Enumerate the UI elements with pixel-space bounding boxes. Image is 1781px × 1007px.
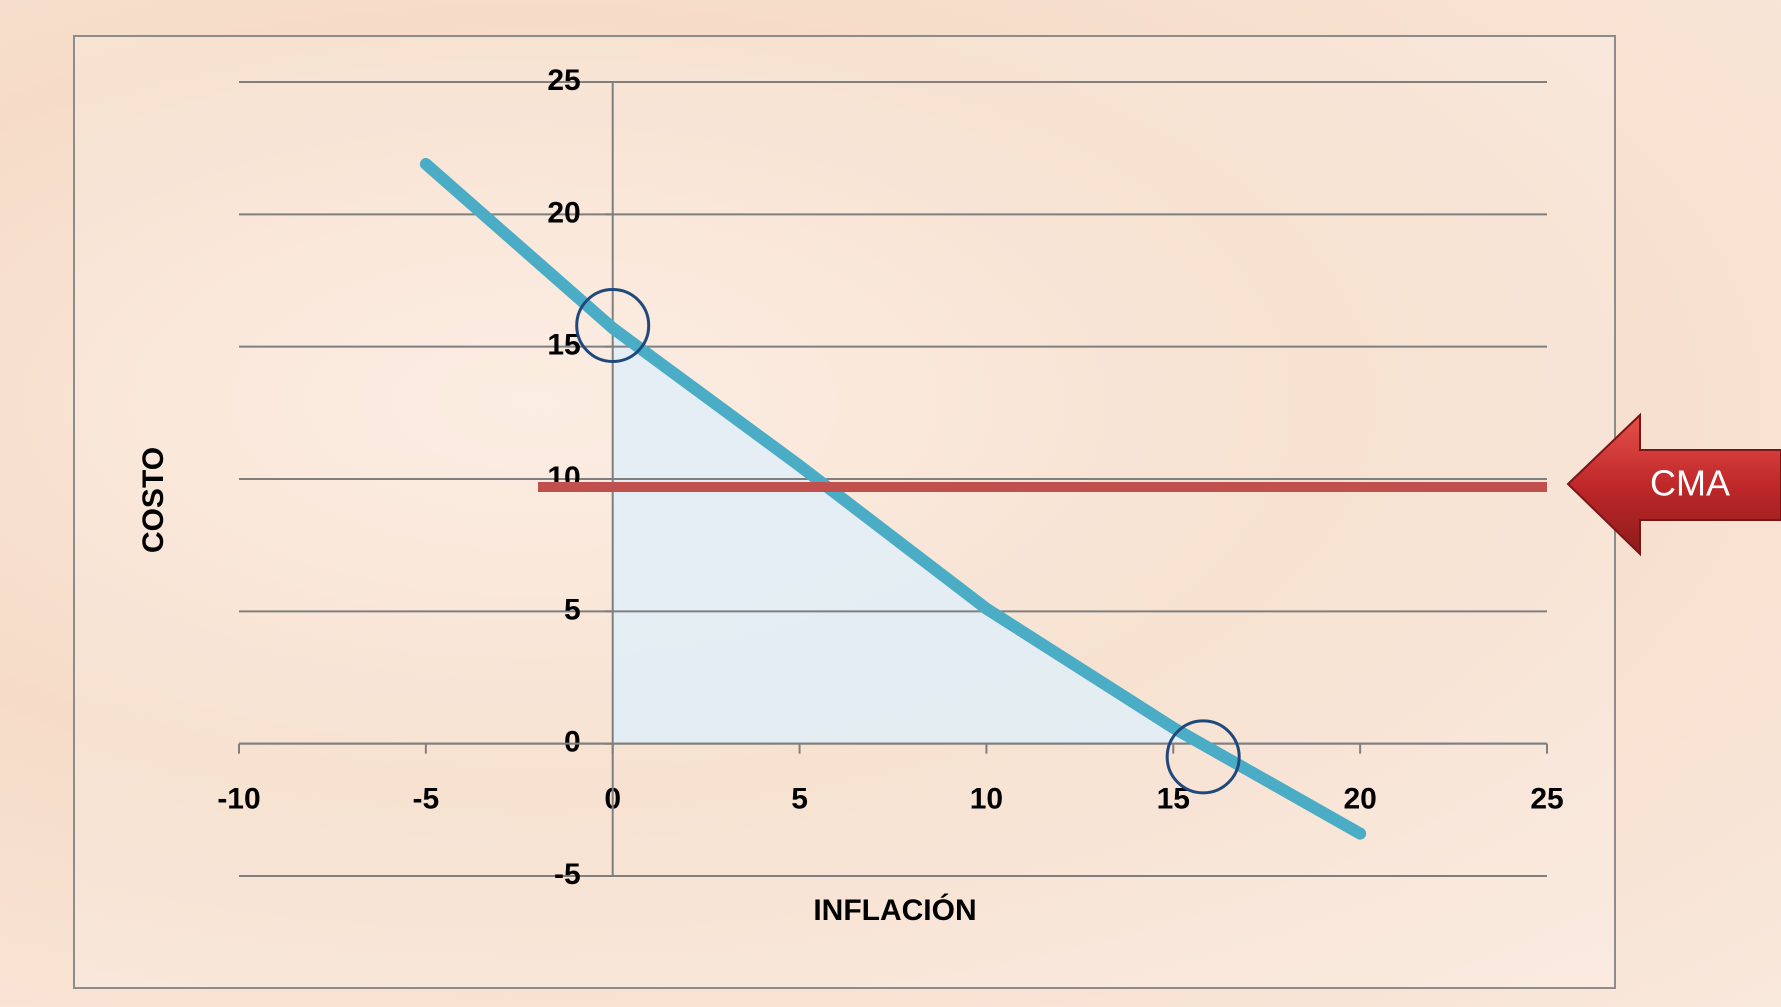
x-tick-label: 10 — [970, 783, 1003, 816]
x-axis-label: INFLACIÓN — [813, 893, 976, 927]
x-tick-label: -10 — [217, 783, 260, 816]
arrow-label: CMA — [1650, 463, 1730, 504]
y-tick-label: 5 — [564, 593, 581, 626]
y-tick-label: 15 — [547, 329, 580, 362]
cost-curve — [419, 158, 1367, 840]
shaded-region — [612, 328, 1202, 744]
x-tick-label: -5 — [413, 783, 440, 816]
y-tick-label: 0 — [564, 726, 581, 759]
y-tick-label: -5 — [554, 858, 581, 891]
x-tick-label: 5 — [791, 783, 808, 816]
x-tick-label: 25 — [1530, 783, 1563, 816]
y-axis-label: COSTO — [137, 447, 170, 553]
highlight-circle — [575, 287, 651, 363]
arrow-shape — [1566, 412, 1781, 557]
y-tick-label: 25 — [547, 64, 580, 97]
x-tick-label: 20 — [1343, 783, 1376, 816]
highlight-circle — [1165, 719, 1241, 795]
y-tick-label: 20 — [547, 196, 580, 229]
cma-arrow: CMA — [1566, 412, 1781, 557]
